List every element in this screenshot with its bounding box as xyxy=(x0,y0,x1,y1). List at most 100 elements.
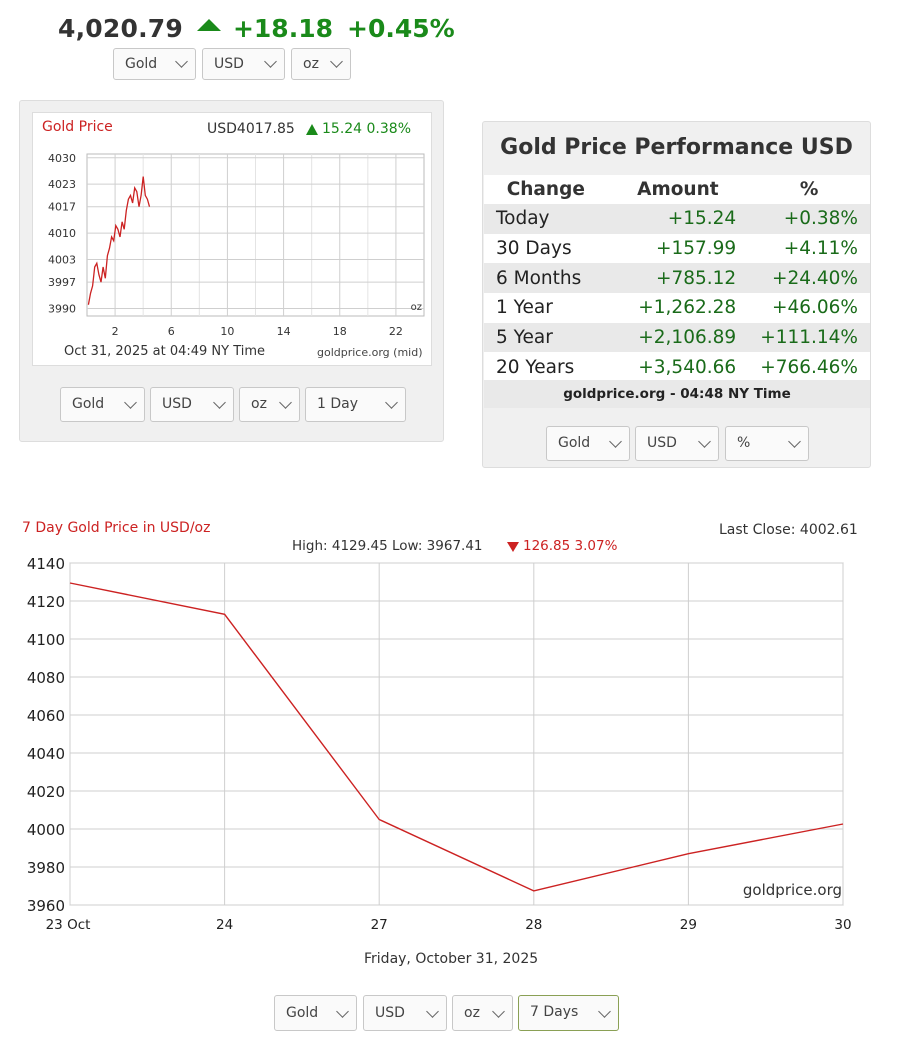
y-tick-label: 4100 xyxy=(27,631,65,649)
y-tick-label: 4000 xyxy=(27,821,65,839)
row-label: 30 Days xyxy=(484,233,608,264)
high-low-change: 126.85 3.07% xyxy=(523,538,618,554)
y-tick-label: 4010 xyxy=(48,227,76,240)
perf-metal-select[interactable]: Gold xyxy=(546,426,630,461)
chevron-down-icon xyxy=(609,435,622,448)
row-percent: +4.11% xyxy=(748,233,870,264)
perf-currency-select[interactable]: USD xyxy=(635,426,719,461)
small-gold-price-chart: 2 6 10 14 18 22 4030 4023 4017 4010 4003 3997 3990 oz xyxy=(48,152,425,338)
col-change: Change xyxy=(506,179,585,200)
x-tick-label: 27 xyxy=(371,917,388,933)
table-row: 6 Months +785.12 +24.40% xyxy=(484,263,870,294)
small-chart-source: goldprice.org (mid) xyxy=(317,346,423,359)
table-row: 30 Days +157.99 +4.11% xyxy=(484,233,870,264)
y-tick-label: 4003 xyxy=(48,253,76,266)
x-tick-label: 28 xyxy=(525,917,542,933)
unit-select[interactable]: oz xyxy=(291,48,351,80)
seven-day-gold-price-chart: 4140 4120 4100 4080 4060 4040 4020 4000 3980 3960… xyxy=(27,555,852,933)
small-chart-title: Gold Price xyxy=(42,119,113,135)
y-tick-label: 4140 xyxy=(27,555,65,573)
up-arrow-icon xyxy=(196,19,221,31)
big-period-select[interactable]: 7 Days xyxy=(518,995,619,1031)
table-row: 5 Year +2,106.89 +111.14% xyxy=(484,322,870,353)
chevron-down-icon xyxy=(598,1005,611,1018)
row-label: Today xyxy=(484,204,608,234)
perf-unit-select[interactable]: % xyxy=(725,426,809,461)
row-amount: +3,540.66 xyxy=(607,352,749,383)
chevron-down-icon xyxy=(492,1005,505,1018)
row-label: 1 Year xyxy=(484,293,608,323)
small-metal-select[interactable]: Gold xyxy=(60,387,145,422)
row-percent: +111.14% xyxy=(748,322,870,353)
row-label: 6 Months xyxy=(484,263,608,294)
y-tick-label: 4017 xyxy=(48,201,76,214)
row-label: 5 Year xyxy=(484,322,608,353)
big-chart-date: Friday, October 31, 2025 xyxy=(364,951,539,967)
col-percent: % xyxy=(799,179,819,200)
current-price: 4,020.79 xyxy=(58,13,183,43)
y-tick-label: 4080 xyxy=(27,669,65,687)
chevron-down-icon xyxy=(385,396,398,409)
table-row: 20 Years +3,540.66 +766.46% xyxy=(484,352,870,383)
y-tick-label: 4120 xyxy=(27,593,65,611)
row-amount: +785.12 xyxy=(607,263,749,294)
small-unit-select[interactable]: oz xyxy=(239,387,300,422)
y-tick-label: 4020 xyxy=(27,783,65,801)
row-percent: +0.38% xyxy=(748,204,870,234)
big-unit-select[interactable]: oz xyxy=(452,995,513,1031)
x-tick-label: 6 xyxy=(168,325,175,338)
price-change: +18.18 xyxy=(232,13,333,43)
chevron-down-icon xyxy=(426,1005,439,1018)
x-tick-label: 23 Oct xyxy=(46,917,91,933)
unit-label: oz xyxy=(411,302,422,313)
price-header: 4,020.79 +18.18 +0.45% xyxy=(58,10,455,46)
metal-select[interactable]: Gold xyxy=(113,48,196,80)
x-tick-label: 30 xyxy=(834,917,851,933)
chevron-down-icon xyxy=(264,55,277,68)
x-tick-label: 10 xyxy=(220,325,234,338)
y-tick-label: 3980 xyxy=(27,859,65,877)
row-amount: +1,262.28 xyxy=(607,293,749,323)
x-tick-label: 18 xyxy=(333,325,347,338)
price-change-percent: +0.45% xyxy=(347,13,455,43)
col-amount: Amount xyxy=(637,179,719,200)
intraday-price-line xyxy=(87,176,151,305)
currency-select[interactable]: USD xyxy=(202,48,285,80)
big-currency-select[interactable]: USD xyxy=(363,995,447,1031)
chevron-down-icon xyxy=(213,396,226,409)
down-arrow-icon xyxy=(507,542,519,552)
row-amount: +157.99 xyxy=(607,233,749,264)
last-close: Last Close: 4002.61 xyxy=(719,522,858,538)
small-chart-change: 15.24 0.38% xyxy=(322,121,412,137)
row-percent: +24.40% xyxy=(748,263,870,294)
y-tick-label: 4060 xyxy=(27,707,65,725)
x-tick-label: 24 xyxy=(216,917,233,933)
performance-footer: goldprice.org - 04:48 NY Time xyxy=(484,380,870,408)
performance-title: Gold Price Performance USD xyxy=(500,135,853,160)
small-chart-up-icon xyxy=(306,124,318,135)
chevron-down-icon xyxy=(124,396,137,409)
seven-day-price-line xyxy=(69,582,844,892)
y-tick-label: 4030 xyxy=(48,152,76,165)
chevron-down-icon xyxy=(279,396,292,409)
small-period-select[interactable]: 1 Day xyxy=(305,387,406,422)
x-tick-label: 22 xyxy=(389,325,403,338)
table-row: 1 Year +1,262.28 +46.06% xyxy=(484,293,870,323)
y-tick-label: 4023 xyxy=(48,178,76,191)
row-percent: +766.46% xyxy=(748,352,870,383)
small-currency-select[interactable]: USD xyxy=(150,387,234,422)
y-tick-label: 3960 xyxy=(27,897,65,915)
y-tick-label: 3990 xyxy=(48,302,76,315)
table-row: Today +15.24 +0.38% xyxy=(484,204,870,234)
big-metal-select[interactable]: Gold xyxy=(274,995,357,1031)
chevron-down-icon xyxy=(330,55,343,68)
y-tick-label: 4040 xyxy=(27,745,65,763)
small-chart-price: USD4017.85 xyxy=(207,121,295,137)
big-plot-area xyxy=(69,562,844,906)
big-chart-title: 7 Day Gold Price in USD/oz xyxy=(22,520,211,536)
row-amount: +15.24 xyxy=(607,204,749,234)
chevron-down-icon xyxy=(175,55,188,68)
chart-watermark: goldprice.org xyxy=(743,881,842,899)
x-tick-label: 2 xyxy=(112,325,119,338)
chevron-down-icon xyxy=(788,435,801,448)
